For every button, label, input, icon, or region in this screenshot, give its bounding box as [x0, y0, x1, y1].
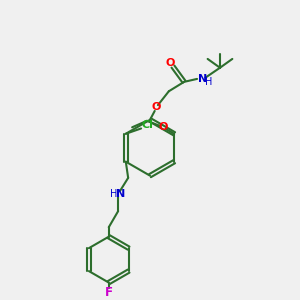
- Text: F: F: [105, 286, 113, 299]
- Text: O: O: [166, 58, 175, 68]
- Text: N: N: [198, 74, 207, 84]
- Text: Cl: Cl: [142, 120, 154, 130]
- Text: H: H: [110, 189, 117, 199]
- Text: H: H: [205, 77, 212, 87]
- Text: N: N: [116, 189, 125, 199]
- Text: O: O: [158, 122, 168, 132]
- Text: O: O: [152, 102, 161, 112]
